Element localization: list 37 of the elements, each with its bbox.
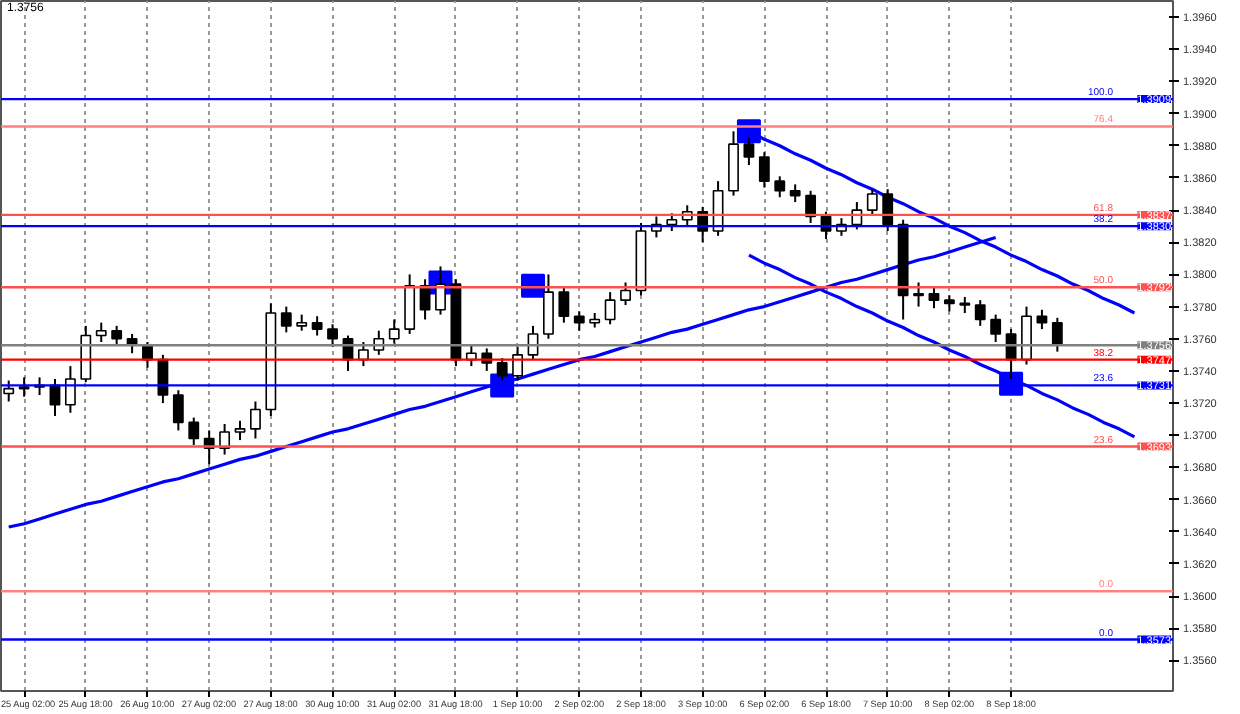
candlestick bbox=[743, 136, 755, 167]
candlestick bbox=[728, 130, 739, 197]
candlestick bbox=[543, 273, 554, 340]
candlestick bbox=[1021, 305, 1032, 366]
candlestick bbox=[974, 299, 986, 327]
candlestick bbox=[1036, 308, 1048, 331]
candlestick bbox=[882, 188, 894, 232]
candlestick bbox=[558, 286, 570, 324]
candlestick bbox=[64, 365, 76, 414]
candlestick bbox=[573, 310, 585, 332]
candlestick bbox=[805, 189, 817, 224]
candlestick bbox=[250, 400, 261, 440]
candlestick bbox=[327, 323, 338, 348]
candlestick bbox=[435, 265, 446, 316]
candlestick bbox=[866, 188, 878, 216]
candlestick bbox=[1051, 316, 1063, 353]
candlestick bbox=[404, 273, 416, 335]
candlestick bbox=[620, 281, 631, 306]
candlestick bbox=[188, 416, 200, 446]
candlestick bbox=[928, 286, 940, 310]
candlestick bbox=[758, 151, 770, 189]
candlestick bbox=[913, 281, 924, 308]
candlestick bbox=[496, 357, 508, 382]
candlestick bbox=[234, 419, 246, 442]
candlestick bbox=[172, 389, 184, 432]
candlestick bbox=[95, 321, 107, 343]
candlestick bbox=[712, 180, 724, 237]
candlestick bbox=[280, 305, 292, 334]
candlestick bbox=[80, 324, 92, 384]
candlestick bbox=[3, 379, 15, 403]
candlestick bbox=[419, 278, 431, 321]
candlestick bbox=[774, 175, 786, 199]
candlestick bbox=[388, 318, 400, 345]
candlestick bbox=[111, 324, 123, 347]
candlestick bbox=[604, 291, 616, 326]
candlestick bbox=[990, 313, 1002, 343]
candlestick bbox=[311, 315, 323, 337]
